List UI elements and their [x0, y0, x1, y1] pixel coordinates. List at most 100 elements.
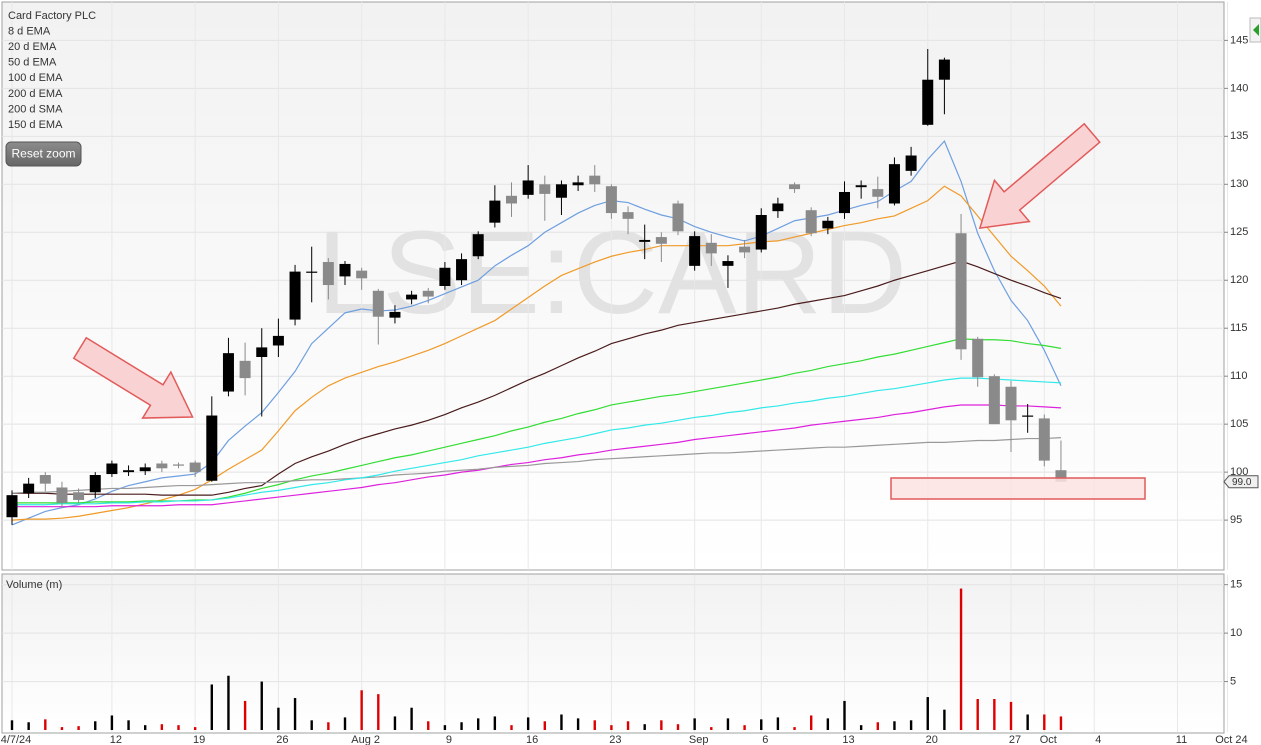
x-tick-label: 6 [762, 734, 768, 745]
plot [6, 49, 1067, 730]
candle-body [489, 200, 501, 223]
candle-body [439, 267, 451, 286]
candle-body [888, 164, 900, 204]
legend-entry: 200 d SMA [8, 103, 63, 115]
candle-body [422, 290, 434, 297]
y-tick-label: 135 [1230, 130, 1248, 142]
volume-title: Volume (m) [6, 579, 62, 591]
button-label[interactable]: Reset zoom [11, 147, 75, 161]
scroll-widget[interactable] [1249, 17, 1261, 43]
candle-body [1022, 415, 1034, 417]
candle-body [522, 180, 534, 195]
grid [2, 2, 1228, 732]
chart-title: Card Factory PLC [8, 10, 96, 22]
volume-bar [826, 718, 830, 730]
candle-body [139, 467, 151, 472]
y-tick-label: 115 [1230, 322, 1248, 334]
x-tick-label: 9 [446, 734, 452, 745]
volume-bar [976, 699, 979, 730]
volume-bar [943, 709, 946, 730]
candle-body [23, 483, 35, 494]
volume-bar [243, 700, 247, 730]
y-tick-label: 130 [1230, 178, 1248, 190]
y-tick-label: 95 [1230, 514, 1242, 526]
candle-body [106, 463, 118, 475]
volume-bar [327, 722, 330, 730]
volume-bar [227, 675, 230, 730]
legend: Card Factory PLC 8 d EMA 20 d EMA 50 d EMA… [8, 10, 96, 131]
volume-bar [44, 719, 47, 730]
candle-body [239, 360, 251, 379]
candle-body [805, 210, 817, 234]
volume-bar [643, 724, 646, 730]
volume-bar [576, 718, 580, 730]
legend-entry: 8 d EMA [8, 25, 51, 37]
candle-body [222, 353, 234, 392]
candle-body [938, 59, 950, 80]
volume-bar [560, 714, 563, 730]
candle-body [722, 261, 734, 266]
ma-line [11, 436, 1061, 494]
volume-bar [477, 718, 480, 730]
candle-body [789, 184, 801, 190]
volume-bar [1059, 716, 1063, 730]
volume-bar [360, 690, 363, 730]
candle-body [972, 338, 984, 378]
candle-body [56, 487, 68, 503]
candle-body [589, 175, 601, 185]
volume-bar [959, 588, 963, 730]
volume-bar [760, 719, 763, 730]
support-box [890, 477, 1146, 500]
candle-body [955, 233, 967, 350]
volume-bar [177, 725, 180, 730]
candle-body [705, 242, 717, 254]
candle-body [356, 270, 368, 279]
volume-bar [427, 721, 430, 730]
x-tick-label: 20 [926, 734, 938, 745]
volume-bar [127, 720, 130, 730]
ma-line [11, 185, 1062, 521]
candle-body [189, 462, 201, 473]
legend-entry: 20 d EMA [8, 41, 57, 53]
y-tick-label: 120 [1230, 274, 1248, 286]
candle-body [89, 475, 101, 493]
candle-body [855, 185, 867, 188]
volume-bar [343, 717, 347, 730]
ma-line [12, 377, 1061, 506]
widget-arrow[interactable] [1253, 24, 1259, 36]
volume-bar [410, 707, 413, 730]
y-tick-label: 105 [1230, 418, 1248, 430]
x-tick-label: 11 [1176, 734, 1187, 745]
volume-bar [94, 721, 97, 730]
candle-body [6, 495, 18, 518]
candle-body [322, 262, 334, 286]
ma-line [12, 260, 1062, 496]
candle-body [306, 271, 318, 273]
button-bg[interactable] [5, 141, 82, 167]
volume-bar [1009, 701, 1013, 730]
volume-bar [160, 724, 164, 730]
candle-body [339, 263, 351, 277]
candle-body [472, 234, 484, 257]
watermark: LSE:CARD [317, 207, 907, 339]
volume-bar [893, 721, 896, 730]
volume-bar [310, 720, 313, 730]
candle-body [123, 470, 135, 473]
candle-body [605, 186, 617, 214]
volume-bar [27, 722, 30, 730]
volume-bar [460, 722, 463, 730]
volume-bar [993, 699, 996, 730]
reset-zoom-button[interactable]: Reset zoom [5, 141, 82, 167]
candle-body [988, 376, 1000, 425]
y-tick-label: 10 [1230, 627, 1242, 639]
candle-body [555, 184, 567, 198]
volume-bar [277, 707, 280, 730]
x-tick-label: 4/7/24 [1, 734, 32, 745]
candle-body [1005, 386, 1017, 421]
volume-bar [526, 717, 530, 730]
volume-bar [776, 717, 780, 730]
volume-bar [293, 698, 297, 730]
candle-body [689, 236, 701, 266]
y-tick-label: 15 [1230, 579, 1242, 591]
candle-body [655, 237, 667, 244]
